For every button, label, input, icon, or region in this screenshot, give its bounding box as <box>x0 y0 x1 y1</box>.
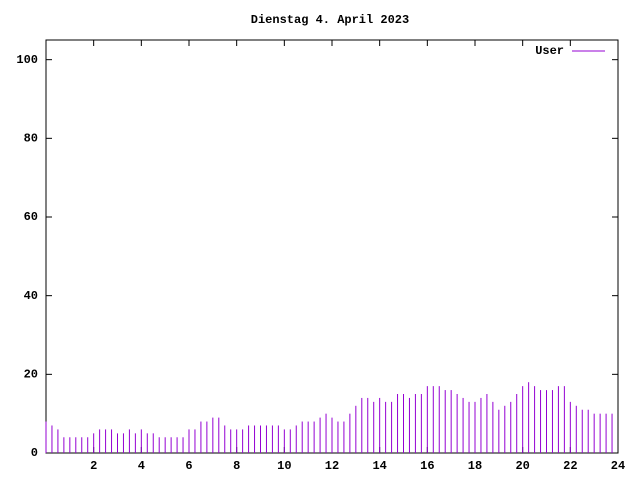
x-tick-label: 16 <box>420 459 434 473</box>
y-tick-label: 60 <box>24 210 38 224</box>
y-tick-label: 80 <box>24 132 38 146</box>
x-tick-label: 12 <box>325 459 339 473</box>
x-tick-label: 4 <box>138 459 145 473</box>
legend-label: User <box>535 44 564 58</box>
x-tick-label: 18 <box>468 459 482 473</box>
y-tick-label: 100 <box>16 53 38 67</box>
x-tick-label: 8 <box>233 459 240 473</box>
x-tick-label: 20 <box>515 459 529 473</box>
x-tick-label: 24 <box>611 459 625 473</box>
x-tick-label: 2 <box>90 459 97 473</box>
y-tick-label: 20 <box>24 368 38 382</box>
x-tick-label: 10 <box>277 459 291 473</box>
x-tick-label: 14 <box>372 459 386 473</box>
y-tick-label: 0 <box>31 446 38 460</box>
plot-border <box>45 39 619 454</box>
x-tick-label: 22 <box>563 459 577 473</box>
y-tick-label: 40 <box>24 289 38 303</box>
x-tick-label: 6 <box>185 459 192 473</box>
chart-title: Dienstag 4. April 2023 <box>251 13 409 27</box>
